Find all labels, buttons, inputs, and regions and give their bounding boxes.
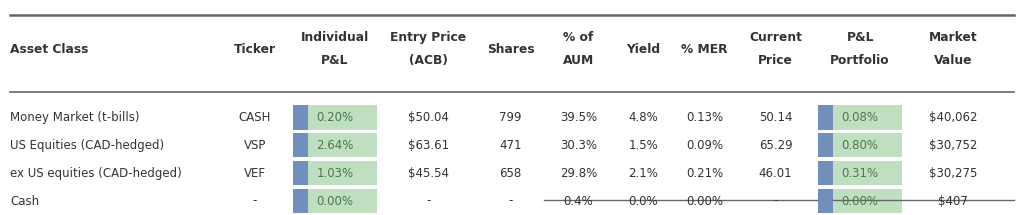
Text: 0.08%: 0.08%: [842, 111, 879, 124]
Text: 46.01: 46.01: [759, 167, 793, 180]
Bar: [818, 133, 902, 157]
Text: 30.3%: 30.3%: [560, 139, 597, 152]
Text: 0.20%: 0.20%: [316, 111, 353, 124]
Text: $45.54: $45.54: [408, 167, 450, 180]
Text: $407: $407: [938, 195, 968, 207]
Text: Market: Market: [929, 31, 977, 44]
Bar: [293, 189, 377, 213]
Text: 4.8%: 4.8%: [628, 111, 658, 124]
Text: 799: 799: [500, 111, 521, 124]
Text: 0.80%: 0.80%: [842, 139, 879, 152]
Bar: [818, 105, 902, 129]
Bar: [818, 161, 834, 185]
Text: Current: Current: [750, 31, 802, 44]
Bar: [818, 105, 834, 129]
Text: 0.09%: 0.09%: [686, 139, 723, 152]
Bar: [293, 105, 377, 129]
Text: Ticker: Ticker: [233, 43, 276, 56]
Text: CASH: CASH: [239, 111, 271, 124]
Text: VSP: VSP: [244, 139, 266, 152]
Bar: [293, 189, 308, 213]
Bar: [293, 105, 308, 129]
Text: 0.21%: 0.21%: [686, 167, 723, 180]
Text: US Equities (CAD-hedged): US Equities (CAD-hedged): [10, 139, 165, 152]
Text: -: -: [773, 195, 778, 207]
Text: 1.5%: 1.5%: [628, 139, 658, 152]
Bar: [293, 161, 377, 185]
Text: $30,752: $30,752: [929, 139, 977, 152]
Bar: [818, 133, 834, 157]
Text: Yield: Yield: [626, 43, 660, 56]
Text: 1.03%: 1.03%: [316, 167, 353, 180]
Text: 2.1%: 2.1%: [628, 167, 658, 180]
Text: 50.14: 50.14: [759, 111, 793, 124]
Text: 29.8%: 29.8%: [560, 167, 597, 180]
Text: % of: % of: [563, 31, 594, 44]
Text: AUM: AUM: [563, 54, 594, 67]
Text: 0.0%: 0.0%: [629, 195, 657, 207]
Text: P&L: P&L: [847, 31, 873, 44]
Text: Entry Price: Entry Price: [390, 31, 467, 44]
Text: 0.13%: 0.13%: [686, 111, 723, 124]
Text: -: -: [426, 195, 431, 207]
Text: P&L: P&L: [322, 54, 348, 67]
Bar: [818, 161, 902, 185]
Text: 0.31%: 0.31%: [842, 167, 879, 180]
Text: Price: Price: [758, 54, 794, 67]
Text: ex US equities (CAD-hedged): ex US equities (CAD-hedged): [10, 167, 182, 180]
Bar: [818, 189, 834, 213]
Text: Value: Value: [934, 54, 972, 67]
Bar: [293, 161, 308, 185]
Text: Cash: Cash: [10, 195, 39, 207]
Bar: [818, 189, 902, 213]
Text: % MER: % MER: [681, 43, 728, 56]
Text: Money Market (t-bills): Money Market (t-bills): [10, 111, 139, 124]
Text: -: -: [508, 195, 513, 207]
Text: Shares: Shares: [486, 43, 535, 56]
Text: 0.00%: 0.00%: [316, 195, 353, 207]
Text: Portfolio: Portfolio: [830, 54, 890, 67]
Text: $63.61: $63.61: [408, 139, 450, 152]
Text: 39.5%: 39.5%: [560, 111, 597, 124]
Text: 658: 658: [500, 167, 521, 180]
Text: 65.29: 65.29: [759, 139, 793, 152]
Text: 0.00%: 0.00%: [686, 195, 723, 207]
Text: VEF: VEF: [244, 167, 266, 180]
Text: $40,062: $40,062: [929, 111, 977, 124]
Text: $30,275: $30,275: [929, 167, 977, 180]
Text: 0.4%: 0.4%: [563, 195, 594, 207]
Text: 2.64%: 2.64%: [316, 139, 353, 152]
Text: Asset Class: Asset Class: [10, 43, 89, 56]
Bar: [293, 133, 377, 157]
Text: -: -: [253, 195, 257, 207]
Text: Individual: Individual: [301, 31, 369, 44]
Bar: [293, 133, 308, 157]
Text: (ACB): (ACB): [410, 54, 447, 67]
Text: 471: 471: [500, 139, 521, 152]
Text: $50.04: $50.04: [409, 111, 449, 124]
Text: 0.00%: 0.00%: [842, 195, 879, 207]
